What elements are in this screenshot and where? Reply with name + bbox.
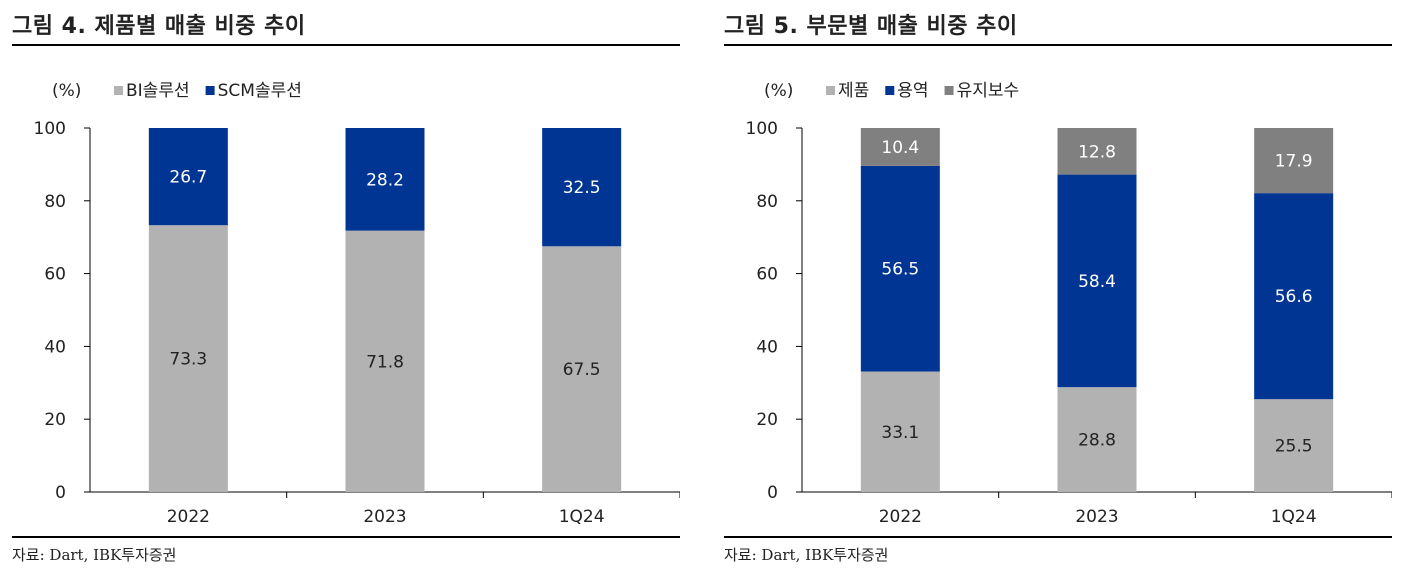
y-tick-label-0: 0 (55, 483, 66, 503)
x-tick-label-1: 2023 (363, 507, 406, 527)
y-tick-label-4: 80 (756, 192, 778, 212)
data-label-1-1: 58.4 (1078, 272, 1116, 292)
source-rule (12, 536, 680, 538)
data-label-0-0: 33.1 (881, 423, 919, 443)
y-tick-label-3: 60 (44, 265, 66, 285)
legend-swatch-1 (885, 86, 895, 95)
bar-segment-0-0 (860, 371, 940, 492)
bar-segment-1-2 (1254, 193, 1334, 400)
data-label-2-1: 12.8 (1078, 142, 1116, 162)
legend-label-0: 제품 (838, 81, 869, 101)
data-label-1-0: 56.5 (881, 260, 919, 280)
legend-label-1: 용역 (897, 81, 928, 101)
title-rule (724, 44, 1392, 46)
bar-segment-1-2 (542, 128, 622, 247)
y-axis-unit-label: (%) (52, 81, 81, 101)
bar-segment-2-0 (860, 128, 940, 166)
x-tick-label-0: 2022 (879, 507, 922, 527)
y-axis-unit-label: (%) (764, 81, 793, 101)
data-label-1-2: 56.6 (1275, 287, 1313, 307)
bar-segment-2-1 (1057, 128, 1137, 175)
bar-segment-1-0 (148, 128, 228, 226)
bar-segment-0-1 (1057, 387, 1137, 492)
bar-segment-1-1 (1057, 174, 1137, 388)
data-label-1-2: 32.5 (563, 178, 601, 198)
data-label-1-1: 28.2 (366, 170, 404, 190)
bar-segment-0-0 (148, 225, 228, 493)
y-tick-label-4: 80 (44, 192, 66, 212)
data-label-0-2: 67.5 (563, 360, 601, 380)
data-label-0-1: 71.8 (366, 352, 404, 372)
bar-segment-1-1 (345, 128, 425, 231)
segment-revenue-share-chart: (%) 제품 용역 유지보수 0 20 40 60 80 100 33.1 56.5 10.4 2022 2… (746, 81, 1392, 527)
x-tick-label-1: 2023 (1075, 507, 1118, 527)
figure-title: 그림 5. 부문별 매출 비중 추이 (724, 14, 1018, 39)
legend-swatch-2 (944, 86, 954, 95)
legend-swatch-0 (114, 86, 123, 95)
bar-segment-0-2 (1254, 399, 1334, 492)
source-note: 자료: Dart, IBK투자증권 (724, 546, 889, 564)
x-tick-label-2: 1Q24 (1271, 507, 1317, 527)
legend-swatch-0 (826, 86, 835, 95)
bar-segment-2-2 (1254, 128, 1334, 194)
y-tick-label-3: 60 (756, 265, 778, 285)
figure-4-panel: 그림 4. 제품별 매출 비중 추이 (%) BI솔루션 SCM솔루션 0 20 40 60… (12, 0, 680, 582)
product-revenue-share-chart: (%) BI솔루션 SCM솔루션 0 20 40 60 80 100 73.3 26.7 2022 71… (34, 81, 680, 527)
y-tick-label-5: 100 (746, 119, 778, 139)
legend-label-0: BI솔루션 (126, 81, 190, 101)
y-tick-label-1: 20 (756, 410, 778, 430)
data-label-1-0: 26.7 (169, 168, 207, 188)
y-tick-label-0: 0 (767, 483, 778, 503)
bar-segment-0-1 (345, 230, 425, 492)
source-note: 자료: Dart, IBK투자증권 (12, 546, 177, 564)
source-rule (724, 536, 1392, 538)
figure-5-panel: 그림 5. 부문별 매출 비중 추이 (%) 제품 용역 유지보수 0 20 40 60 80 1… (724, 0, 1392, 582)
x-tick-label-2: 1Q24 (559, 507, 605, 527)
figure-title: 그림 4. 제품별 매출 비중 추이 (12, 14, 306, 39)
y-tick-label-1: 20 (44, 410, 66, 430)
bar-segment-1-0 (860, 165, 940, 372)
y-tick-label-5: 100 (34, 119, 66, 139)
title-rule (12, 44, 680, 46)
data-label-0-1: 28.8 (1078, 431, 1116, 451)
bar-segment-0-2 (542, 246, 622, 492)
legend-label-2: 유지보수 (957, 81, 1020, 101)
y-tick-label-2: 40 (756, 337, 778, 357)
data-label-2-2: 17.9 (1275, 152, 1313, 172)
y-tick-label-2: 40 (44, 337, 66, 357)
legend-swatch-1 (205, 86, 215, 95)
data-label-0-2: 25.5 (1275, 437, 1313, 457)
legend-label-1: SCM솔루션 (218, 81, 302, 101)
data-label-2-0: 10.4 (881, 138, 919, 158)
x-tick-label-0: 2022 (167, 507, 210, 527)
data-label-0-0: 73.3 (169, 350, 207, 370)
